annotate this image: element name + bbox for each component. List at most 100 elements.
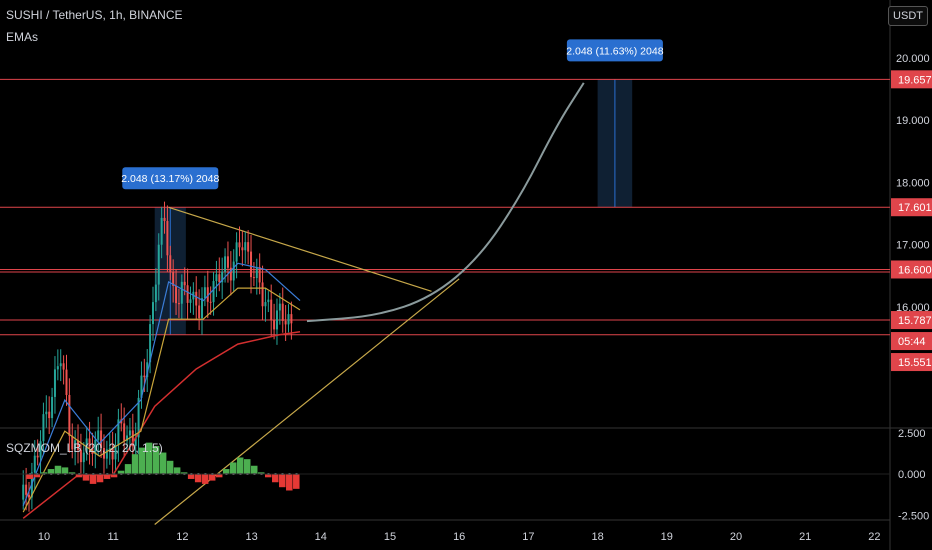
candle-body — [284, 320, 287, 325]
candle-body — [166, 221, 169, 256]
oscillator-bar — [33, 474, 41, 478]
oscillator-bar — [159, 452, 167, 474]
candle-body — [255, 267, 258, 279]
price-tick-label: 20.000 — [896, 53, 930, 65]
candle-body — [140, 375, 143, 398]
candle-body — [48, 411, 51, 419]
candle-body — [62, 363, 65, 370]
oscillator-bar — [243, 459, 251, 474]
candle-body — [278, 303, 281, 311]
oscillator-bar — [201, 474, 209, 484]
candle-body — [195, 291, 198, 306]
oscillator-bar — [229, 462, 237, 474]
ema-slow-line — [22, 330, 301, 519]
measure-callout — [566, 39, 663, 62]
price-tick-label: 17.000 — [896, 240, 930, 252]
oscillator-bar — [152, 445, 160, 474]
candle-body — [157, 244, 160, 285]
measure-callout — [122, 167, 219, 190]
candle-body — [221, 271, 224, 283]
oscillator-bar — [250, 465, 258, 474]
oscillator-bar — [82, 474, 90, 481]
candle-body — [117, 419, 120, 446]
candle-body — [186, 285, 189, 303]
candle-body — [137, 397, 140, 438]
oscillator-bar — [166, 460, 174, 474]
oscillator-tick-label: 2.500 — [898, 428, 926, 440]
oscillator-label: SQZMOM_LB (20, 2, 20, 1.5) — [6, 441, 163, 455]
candle-body — [267, 299, 270, 303]
ema-fast-line — [22, 262, 301, 507]
candle-body — [273, 320, 276, 330]
time-tick-label: 13 — [245, 531, 257, 543]
oscillator-bar — [293, 474, 300, 489]
candle-body — [151, 302, 154, 325]
candle-body — [201, 298, 204, 319]
candle-body — [241, 247, 244, 251]
candle-body — [177, 303, 180, 305]
oscillator-bar — [208, 474, 216, 481]
candle-body — [51, 396, 54, 419]
candle-body — [45, 411, 48, 415]
price-label-badge — [891, 198, 932, 217]
price-label-badge — [891, 332, 932, 351]
oscillator-bar — [117, 470, 125, 474]
candle-body — [25, 484, 28, 495]
candle-body — [180, 281, 183, 304]
candle-body — [203, 287, 206, 299]
candle-body — [275, 310, 278, 330]
candle-body — [111, 448, 114, 460]
oscillator-bar — [145, 442, 153, 474]
candle-body — [149, 324, 152, 363]
oscillator-bar — [103, 474, 111, 479]
candle-body — [172, 272, 175, 286]
candle-body — [189, 299, 192, 303]
candle-body — [258, 267, 261, 283]
oscillator-bar — [47, 469, 55, 474]
time-tick-label: 16 — [453, 531, 465, 543]
oscillator-bar — [286, 474, 293, 491]
trendline-upper — [168, 206, 432, 292]
oscillator-bar — [272, 474, 279, 483]
candle-body — [114, 445, 117, 460]
candle-body — [105, 449, 108, 459]
candle-body — [42, 414, 45, 442]
candle-body — [209, 301, 212, 303]
candle-body — [74, 440, 77, 450]
oscillator-bar — [222, 469, 230, 474]
candle-body — [53, 369, 56, 397]
oscillator-bar — [54, 465, 62, 474]
time-tick-label: 18 — [591, 531, 603, 543]
time-tick-label: 14 — [315, 531, 327, 543]
oscillator-bar — [194, 474, 202, 483]
candle-body — [100, 430, 103, 449]
candle-body — [232, 261, 235, 281]
candle-body — [128, 430, 131, 436]
candle-body — [206, 287, 209, 302]
oscillator-bar — [61, 467, 69, 474]
price-label-text: 15.551 — [898, 357, 932, 369]
candle-body — [198, 305, 201, 319]
candle-body — [226, 256, 229, 268]
candle-body — [146, 362, 149, 378]
candles — [22, 201, 293, 512]
candle-body — [108, 448, 111, 450]
oscillator-bar — [215, 474, 223, 478]
price-label-text: 05:44 — [898, 336, 926, 348]
price-label-text: 17.601 — [898, 202, 932, 214]
candle-body — [33, 455, 36, 473]
candle-body — [218, 274, 221, 283]
candle-body — [126, 435, 129, 441]
time-tick-label: 15 — [384, 531, 396, 543]
time-tick-label: 12 — [176, 531, 188, 543]
candle-body — [261, 282, 264, 307]
oscillator-bar — [75, 474, 83, 478]
oscillator-bar — [110, 474, 118, 478]
time-tick-label: 22 — [868, 531, 880, 543]
candle-body — [247, 242, 250, 252]
candle-body — [252, 277, 255, 279]
oscillator-bar — [173, 467, 181, 474]
currency-button[interactable]: USDT — [888, 6, 928, 26]
chart-title: SUSHI / TetherUS, 1h, BINANCE — [6, 8, 183, 22]
